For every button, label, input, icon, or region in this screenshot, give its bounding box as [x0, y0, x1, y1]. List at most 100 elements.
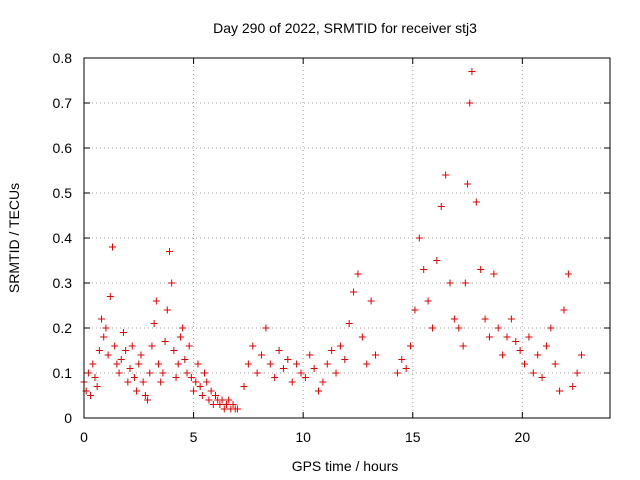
data-point — [98, 315, 106, 323]
data-point — [135, 360, 143, 368]
data-point — [481, 315, 489, 323]
data-point — [433, 257, 441, 264]
x-tick-label: 0 — [80, 429, 88, 445]
data-point — [288, 378, 296, 386]
data-point — [551, 360, 559, 368]
data-point — [148, 342, 156, 350]
data-point — [117, 356, 125, 363]
data-point — [212, 392, 219, 399]
data-point — [569, 383, 577, 390]
data-point — [183, 369, 191, 377]
data-point — [165, 248, 173, 255]
data-point — [185, 342, 193, 350]
data-point — [564, 270, 572, 278]
data-point — [310, 365, 318, 372]
data-point — [170, 347, 178, 354]
data-point — [284, 356, 292, 363]
data-point — [216, 401, 224, 408]
data-point — [179, 324, 187, 332]
data-point — [244, 360, 252, 368]
data-point — [161, 338, 169, 345]
y-tick-label: 0.8 — [53, 50, 73, 66]
data-point — [420, 266, 428, 273]
y-tick-label: 0.7 — [53, 95, 73, 111]
data-point — [104, 351, 112, 359]
data-point — [209, 401, 217, 408]
data-point — [106, 293, 114, 300]
y-tick-label: 0.2 — [53, 320, 73, 336]
data-point — [341, 356, 349, 363]
data-point — [437, 203, 445, 210]
data-point — [84, 369, 92, 377]
y-tick-label: 0.3 — [53, 275, 73, 291]
data-point — [350, 288, 358, 296]
data-point — [499, 351, 507, 359]
data-point — [398, 356, 406, 363]
y-tick-label: 0.5 — [53, 185, 73, 201]
data-point — [455, 324, 463, 332]
data-point — [201, 369, 209, 377]
data-point — [573, 369, 581, 377]
data-point — [240, 383, 248, 390]
data-point — [494, 324, 502, 332]
data-point — [157, 378, 165, 386]
data-point — [159, 369, 167, 377]
data-point — [297, 369, 305, 377]
data-point — [424, 297, 432, 305]
x-tick-label: 20 — [515, 429, 531, 445]
data-point — [442, 171, 450, 179]
data-point — [192, 378, 200, 386]
data-point — [155, 360, 163, 368]
data-point — [119, 329, 127, 336]
data-point — [87, 392, 95, 399]
data-point — [503, 333, 511, 341]
data-point — [477, 266, 485, 273]
data-point — [126, 365, 134, 372]
data-point — [547, 324, 555, 332]
data-point — [163, 306, 171, 314]
y-tick-label: 0.4 — [53, 230, 73, 246]
data-point — [459, 342, 467, 350]
data-point — [207, 387, 215, 395]
data-point — [102, 324, 110, 332]
data-point — [279, 365, 287, 372]
data-point — [168, 279, 176, 287]
data-point — [293, 360, 301, 368]
data-point — [345, 320, 353, 327]
data-point — [141, 392, 149, 399]
data-point — [113, 360, 121, 368]
chart-title: Day 290 of 2022, SRMTID for receiver stj… — [213, 20, 477, 36]
data-point — [190, 387, 198, 395]
data-point — [95, 347, 103, 354]
data-point — [402, 365, 410, 372]
data-point — [124, 378, 132, 386]
data-point — [363, 360, 371, 368]
data-point — [122, 347, 130, 354]
data-point — [332, 369, 340, 377]
x-tick-label: 5 — [190, 429, 198, 445]
data-point — [407, 342, 415, 350]
data-point — [266, 360, 274, 368]
data-point — [152, 297, 160, 305]
data-point — [336, 342, 344, 350]
data-point — [428, 324, 436, 332]
data-point — [485, 333, 493, 341]
data-point — [225, 396, 233, 404]
data-point — [262, 324, 270, 332]
data-point — [128, 342, 136, 350]
data-point — [198, 392, 206, 399]
data-point — [275, 347, 283, 354]
data-point — [534, 351, 542, 359]
data-point — [542, 342, 550, 350]
data-point — [512, 338, 520, 345]
data-point — [461, 279, 469, 287]
data-point — [144, 396, 152, 404]
data-point — [220, 405, 228, 413]
data-point — [450, 315, 458, 323]
data-point — [150, 320, 158, 327]
data-point — [367, 297, 375, 305]
data-point — [137, 351, 145, 359]
y-tick-label: 0.6 — [53, 140, 73, 156]
data-point — [521, 360, 529, 368]
